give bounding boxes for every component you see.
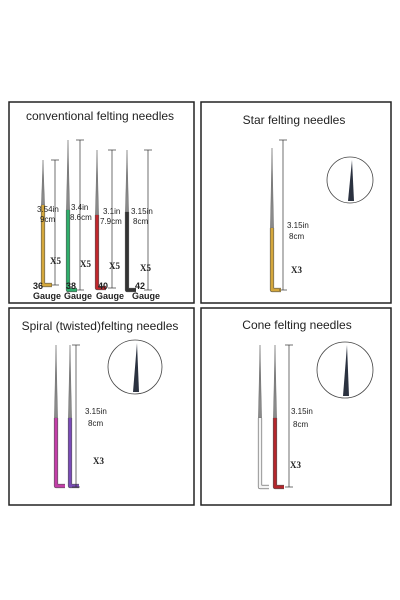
quantity: X5 xyxy=(140,263,151,273)
gauge-label: Gauge xyxy=(132,291,160,301)
magnified-tip xyxy=(133,343,139,392)
panel-frame xyxy=(8,307,195,506)
needle-blade xyxy=(258,344,262,419)
needle-blade xyxy=(66,139,70,211)
needle-handle xyxy=(270,228,281,292)
length-cm: 8.6cm xyxy=(70,213,92,222)
gauge: 40 xyxy=(98,281,108,291)
needle-blade xyxy=(95,149,99,216)
needle-handle xyxy=(66,210,77,292)
quantity: X5 xyxy=(109,261,120,271)
needle-blade xyxy=(270,147,274,229)
length-cm: 8cm xyxy=(88,419,103,428)
needle-drawings xyxy=(40,139,374,490)
length-cm: 7.9cm xyxy=(100,217,122,226)
panel-frame xyxy=(8,101,195,304)
quantity: X5 xyxy=(80,259,91,269)
magnifier xyxy=(107,339,163,395)
gauge: 42 xyxy=(135,281,145,291)
magnified-tip xyxy=(343,345,349,396)
length-cm: 8cm xyxy=(289,232,304,241)
length-cm: 8cm xyxy=(293,420,308,429)
panel-frame xyxy=(200,101,392,304)
quantity: X3 xyxy=(93,456,104,466)
length-in: 3.1in xyxy=(103,207,120,216)
length-in: 3.15in xyxy=(85,407,107,416)
quantity: X3 xyxy=(291,265,302,275)
needle-handle xyxy=(125,212,136,292)
length-cm: 8cm xyxy=(133,217,148,226)
length-cm: 9cm xyxy=(40,215,55,224)
needle-handle xyxy=(95,215,106,290)
length-in: 3.15in xyxy=(287,221,309,230)
gauge-label: Gauge xyxy=(64,291,92,301)
quantity: X3 xyxy=(290,460,301,470)
needle-blade xyxy=(41,159,45,206)
length-in: 3.15in xyxy=(131,207,153,216)
gauge-label: Gauge xyxy=(33,291,61,301)
length-in: 3.15in xyxy=(291,407,313,416)
magnifier xyxy=(316,341,374,399)
panel-title: Spiral (twisted)felting needles xyxy=(22,319,179,333)
needle-blade xyxy=(273,344,277,419)
magnified-tip xyxy=(348,160,354,201)
needle-blade xyxy=(68,344,72,419)
quantity: X5 xyxy=(50,256,61,266)
needle-handle xyxy=(258,418,269,489)
gauge-label: Gauge xyxy=(96,291,124,301)
panel-frame xyxy=(200,307,392,506)
needle-blade xyxy=(54,344,58,419)
panel-title: Cone felting needles xyxy=(242,318,351,332)
needle-handle xyxy=(68,418,79,488)
panel-title: conventional felting needles xyxy=(26,109,174,123)
needle-handle xyxy=(54,418,65,488)
panel-title: Star felting needles xyxy=(243,113,346,127)
needle-handle xyxy=(41,205,52,287)
needle-blade xyxy=(125,149,129,213)
gauge: 38 xyxy=(66,281,76,291)
length-in: 3.4in xyxy=(71,203,88,212)
length-in: 3.54in xyxy=(37,205,59,214)
needle-handle xyxy=(273,418,284,489)
magnifier xyxy=(326,156,374,204)
gauge: 36 xyxy=(33,281,43,291)
